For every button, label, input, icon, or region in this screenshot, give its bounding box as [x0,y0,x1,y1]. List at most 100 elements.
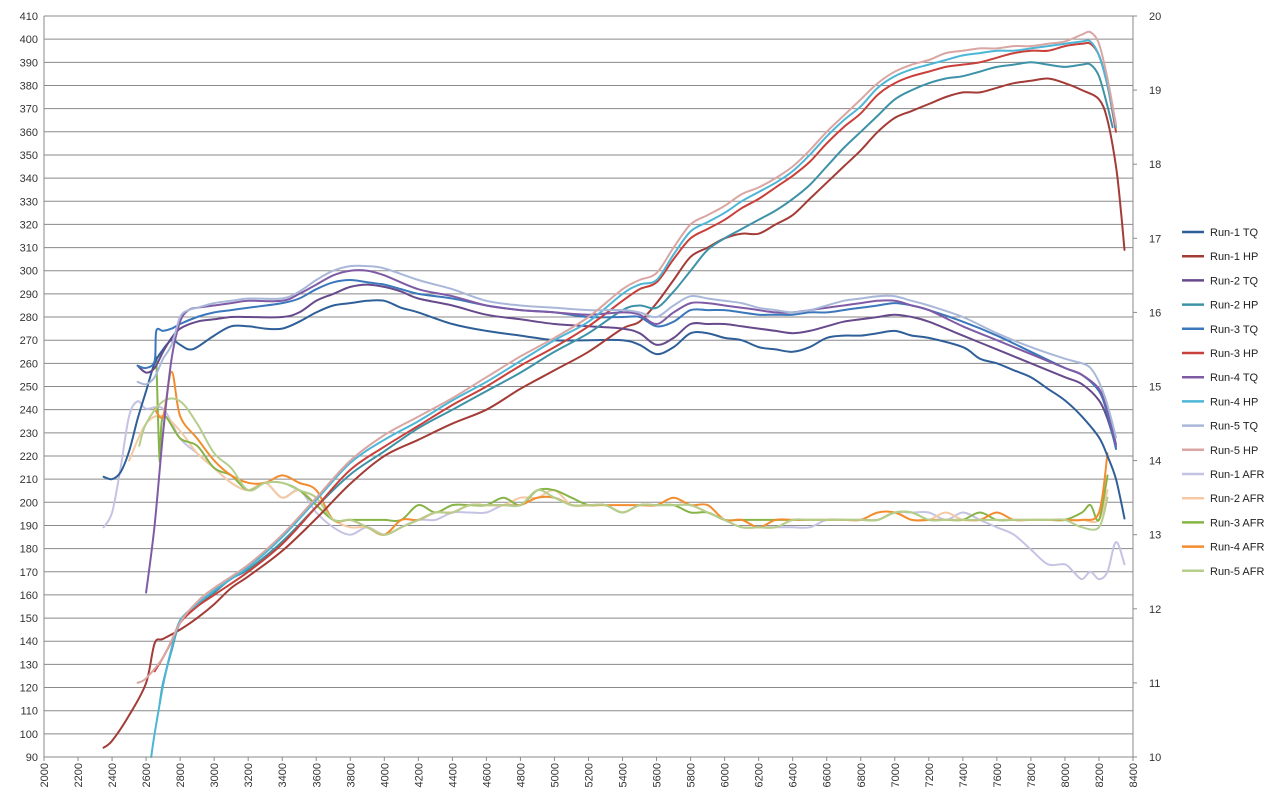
legend-label-run-2-hp: Run-2 HP [1210,300,1258,312]
legend-label-run-1-afr: Run-1 AFR [1210,469,1264,481]
legend-label-run-2-afr: Run-2 AFR [1210,493,1264,505]
y2-tick-label: 20 [1149,11,1161,23]
y-tick-label: 330 [20,196,38,208]
x-tick-label: 4000 [379,763,391,787]
y-tick-label: 190 [20,520,38,532]
series-line-run-2-hp [158,61,1114,705]
legend: Run-1 TQ Run-1 HP Run-2 TQ Run-2 HP Run-3 TQ… [1182,227,1264,578]
y2-tick-label: 14 [1149,456,1161,468]
x-tick-label: 3800 [345,763,357,787]
legend-label-run-1-tq: Run-1 TQ [1210,227,1259,239]
y-tick-label: 360 [20,127,38,139]
y-tick-label: 410 [20,11,38,23]
y-tick-label: 400 [20,34,38,46]
y2-tick-label: 18 [1149,159,1161,171]
y2-tick-label: 12 [1149,604,1161,616]
y-tick-label: 340 [20,173,38,185]
legend-label-run-5-afr: Run-5 AFR [1210,566,1264,578]
y2-tick-label: 19 [1149,85,1161,97]
y-tick-label: 130 [20,659,38,671]
y-tick-label: 110 [20,706,38,718]
series-line-run-5-tq [136,264,1117,439]
x-tick-label: 4400 [447,763,459,787]
x-tick-label: 2800 [175,763,187,787]
y-tick-label: 370 [20,104,38,116]
y2-tick-label: 11 [1149,678,1160,690]
x-tick-label: 7600 [992,763,1004,787]
x-tick-label: 3000 [209,763,221,787]
x-tick-label: 2400 [107,763,119,787]
y-tick-label: 270 [20,335,38,347]
y2-tick-label: 17 [1149,233,1161,245]
y-tick-label: 100 [20,729,38,741]
legend-label-run-3-hp: Run-3 HP [1210,348,1258,360]
y2-tick-label: 13 [1149,530,1161,542]
axes: 90 100 110 120 130 140 150 160 170 180 190 200 210 22… [20,11,1162,787]
y-tick-label: 180 [20,544,38,556]
y2-tick-label: 16 [1149,307,1161,319]
x-tick-label: 6800 [856,763,868,787]
x-tick-label: 7400 [958,763,970,787]
y-tick-label: 320 [20,219,38,231]
y-tick-label: 160 [20,590,38,602]
y-tick-label: 390 [20,57,38,69]
y-tick-label: 140 [20,636,38,648]
series-lines [102,30,1126,758]
x-tick-label: 6400 [788,763,800,787]
x-tick-label: 7800 [1026,763,1038,787]
x-tick-label: 2000 [39,763,51,787]
x-tick-label: 3400 [277,763,289,787]
x-tick-label: 6200 [754,763,766,787]
x-tick-label: 8400 [1128,763,1140,787]
y-tick-label: 380 [20,80,38,92]
y-tick-label: 290 [20,289,38,301]
legend-label-run-2-tq: Run-2 TQ [1210,275,1259,287]
x-tick-label: 4800 [515,763,527,787]
x-tick-label: 8200 [1094,763,1106,787]
x-tick-label: 5400 [618,763,630,787]
y-tick-label: 200 [20,497,38,509]
y-tick-label: 280 [20,312,38,324]
y-tick-label: 230 [20,428,38,440]
x-tick-label: 6600 [822,763,834,787]
legend-label-run-1-hp: Run-1 HP [1210,251,1258,263]
gridlines [44,15,1133,758]
y-tick-label: 220 [20,451,38,463]
legend-label-run-4-afr: Run-4 AFR [1210,542,1264,554]
y2-tick-label: 15 [1149,382,1161,394]
legend-label-run-4-hp: Run-4 HP [1210,396,1258,408]
x-tick-label: 4200 [413,763,425,787]
x-tick-label: 5600 [652,763,664,787]
x-tick-label: 2600 [141,763,153,787]
legend-label-run-3-tq: Run-3 TQ [1210,324,1259,336]
legend-label-run-5-hp: Run-5 HP [1210,445,1258,457]
x-tick-label: 7000 [890,763,902,787]
y-tick-label: 310 [20,243,38,255]
x-tick-label: 5800 [686,763,698,787]
y-tick-label: 240 [20,405,38,417]
x-tick-label: 4600 [481,763,493,787]
x-tick-label: 8000 [1060,763,1072,787]
series-line-run-1-tq [102,299,1126,520]
x-tick-label: 3600 [311,763,323,787]
x-tick-label: 3200 [243,763,255,787]
y-tick-label: 150 [20,613,38,625]
legend-label-run-5-tq: Run-5 TQ [1210,421,1259,433]
series-line-run-5-afr [138,397,1109,536]
y2-tick-label: 10 [1149,752,1161,764]
y-tick-label: 300 [20,266,38,278]
y-tick-label: 120 [20,683,38,695]
series-line-run-4-tq [145,269,1117,594]
y-tick-label: 260 [20,358,38,370]
x-tick-label: 5000 [549,763,561,787]
x-tick-label: 5200 [584,763,596,787]
y-tick-label: 210 [20,474,38,486]
y-tick-label: 250 [20,382,38,394]
y-tick-label: 350 [20,150,38,162]
series-line-run-3-hp [153,41,1117,673]
legend-label-run-4-tq: Run-4 TQ [1210,372,1259,384]
series-line-run-5-hp [136,30,1117,684]
series-line-run-2-tq [136,283,1117,448]
x-tick-label: 2200 [73,763,85,787]
